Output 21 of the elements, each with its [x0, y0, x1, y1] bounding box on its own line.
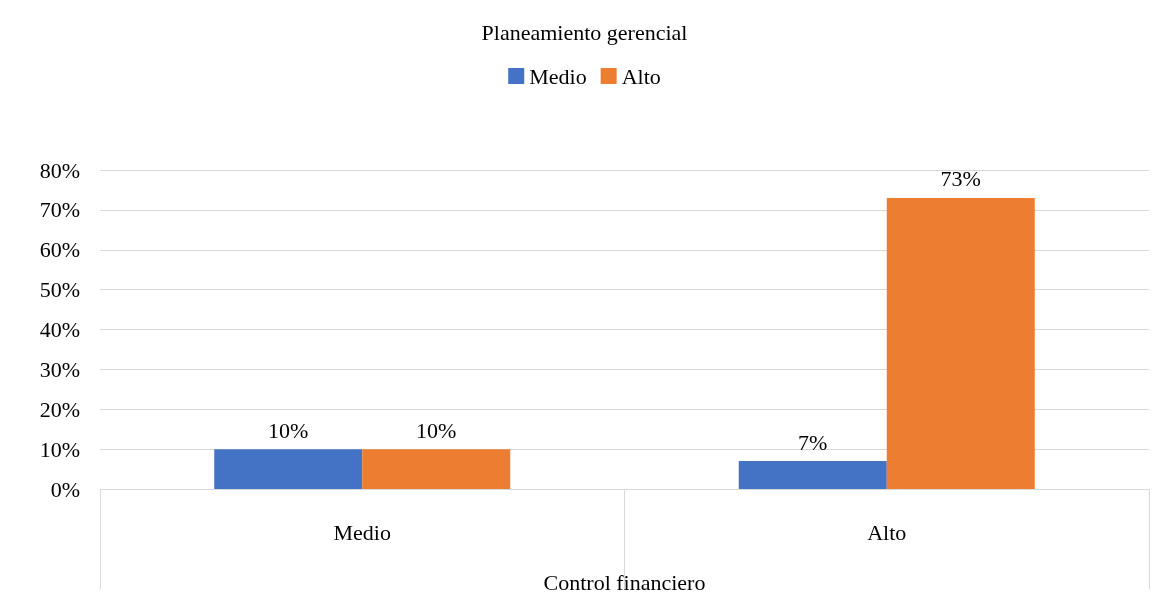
- x-axis-title: Control financiero: [543, 569, 706, 595]
- data-label: 10%: [416, 417, 457, 443]
- y-tick-label: 0%: [50, 476, 80, 502]
- bar: [738, 461, 887, 489]
- bar: [886, 197, 1035, 489]
- y-tick-label: 60%: [39, 237, 80, 263]
- y-tick-label: 70%: [39, 197, 80, 223]
- y-tick-label: 80%: [39, 157, 80, 183]
- bar: [362, 449, 511, 489]
- y-tick-label: 50%: [39, 277, 80, 303]
- y-tick-label: 20%: [39, 396, 80, 422]
- y-tick-label: 40%: [39, 317, 80, 342]
- data-label: 73%: [940, 166, 981, 192]
- bar: [214, 449, 363, 489]
- y-tick-label: 30%: [39, 356, 80, 382]
- chart-title: Planeamiento gerencial: [481, 19, 688, 45]
- y-tick-label: 10%: [39, 436, 80, 462]
- data-label: 7%: [798, 429, 828, 455]
- legend-label: Medio: [529, 63, 587, 89]
- data-label: 10%: [268, 417, 309, 443]
- legend-label: Alto: [621, 63, 661, 89]
